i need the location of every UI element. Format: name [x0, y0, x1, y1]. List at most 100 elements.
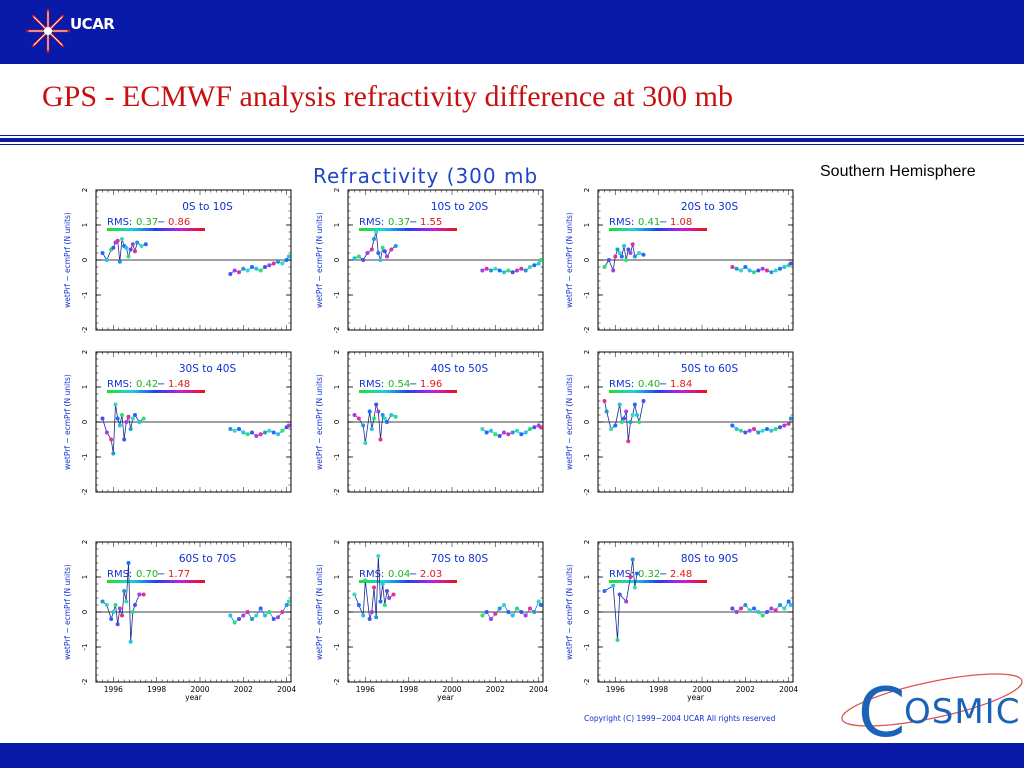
data-point: [489, 617, 493, 621]
data-point: [497, 434, 502, 438]
x-tick-label: 2002: [234, 685, 253, 694]
data-point: [356, 416, 361, 421]
data-point: [765, 268, 769, 273]
data-point: [515, 606, 519, 611]
data-point: [747, 608, 752, 613]
y-tick-label: -2: [583, 489, 591, 496]
rms-value-green: 0.04: [388, 569, 410, 580]
data-point: [389, 413, 394, 417]
data-point: [734, 427, 739, 431]
rms-value-green: 0.41: [638, 217, 660, 228]
data-point: [111, 451, 116, 456]
data-point: [786, 599, 791, 604]
y-tick-label: -2: [81, 679, 89, 686]
data-point: [730, 606, 735, 611]
y-axis-label: wetPrf − ecmPrf (N units): [315, 212, 324, 308]
data-point: [100, 416, 105, 421]
data-point: [374, 230, 379, 234]
data-point: [788, 261, 793, 266]
data-point: [133, 249, 137, 254]
y-tick-label: -1: [81, 644, 89, 651]
rms-dash: −: [659, 379, 667, 390]
data-point: [258, 432, 263, 437]
panel-title: 60S to 70S: [179, 553, 237, 565]
y-tick-label: -2: [81, 489, 89, 496]
data-point: [241, 430, 246, 435]
y-tick-label: 1: [583, 223, 591, 227]
data-point: [743, 430, 748, 435]
refractivity-figure: Refractivity (300 mb Copyright (C) 1999−…: [63, 164, 798, 723]
data-point: [372, 585, 376, 590]
rms-value-green: 0.42: [136, 379, 158, 390]
y-tick-label: -1: [583, 454, 591, 461]
data-point: [258, 606, 263, 611]
y-tick-label: -2: [333, 679, 341, 686]
data-point: [493, 432, 498, 437]
data-point: [493, 611, 498, 616]
data-point: [130, 242, 135, 247]
y-tick-label: 0: [81, 610, 89, 614]
data-point: [484, 610, 489, 614]
rms-value-green: 0.70: [136, 569, 158, 580]
y-axis-label: wetPrf − ecmPrf (N units): [63, 564, 72, 660]
data-point: [237, 270, 241, 275]
data-point: [271, 430, 276, 435]
rms-label: RMS:: [609, 379, 634, 390]
cosmic-logo: C OSMIC: [841, 673, 1023, 744]
data-point: [619, 420, 624, 424]
data-point: [271, 261, 276, 266]
rms-value-red: 1.96: [420, 379, 442, 390]
data-point: [280, 610, 285, 614]
data-point: [369, 247, 374, 252]
data-point: [352, 256, 357, 261]
data-point: [128, 427, 133, 431]
data-point: [115, 622, 120, 627]
data-point: [778, 266, 782, 271]
data-point: [630, 413, 635, 417]
y-tick-label: -1: [583, 292, 591, 299]
rms-value-green: 0.37: [388, 217, 410, 228]
data-point: [137, 592, 142, 597]
y-tick-label: 0: [583, 258, 591, 262]
data-point: [280, 428, 285, 433]
y-tick-label: 0: [333, 420, 341, 424]
data-point: [109, 617, 114, 621]
data-point: [263, 430, 267, 435]
y-tick-label: -1: [81, 292, 89, 299]
data-point: [615, 247, 620, 252]
data-point: [263, 613, 267, 618]
y-tick-label: 0: [81, 420, 89, 424]
data-point: [104, 430, 109, 435]
data-point: [778, 425, 782, 430]
data-point: [641, 252, 646, 257]
y-tick-label: 2: [81, 540, 89, 544]
data-point: [361, 258, 366, 262]
data-point: [389, 247, 394, 252]
data-point: [380, 413, 385, 417]
data-point: [271, 617, 276, 621]
data-point: [232, 620, 237, 625]
data-point: [143, 242, 148, 247]
y-axis-label: wetPrf − ecmPrf (N units): [565, 564, 574, 660]
data-point: [510, 430, 515, 435]
data-point: [111, 245, 116, 250]
data-point: [484, 266, 489, 271]
data-point: [637, 251, 642, 255]
data-point: [617, 251, 622, 255]
data-point: [376, 409, 381, 414]
y-tick-label: -2: [583, 327, 591, 334]
y-tick-label: 1: [81, 575, 89, 579]
data-point: [245, 610, 250, 614]
panel-8: wetPrf − ecmPrf (N units) -2 -1 0 1 2 1996 1998…: [315, 540, 548, 702]
x-tick-label: 1998: [147, 685, 166, 694]
data-point: [385, 420, 389, 424]
data-point: [604, 409, 609, 414]
data-point: [606, 258, 611, 262]
data-point: [280, 261, 285, 266]
data-point: [532, 263, 537, 268]
rms-label: RMS:: [107, 217, 132, 228]
y-tick-label: 1: [583, 575, 591, 579]
rms-dash: −: [659, 569, 667, 580]
slide-title: GPS - ECMWF analysis refractivity differ…: [42, 80, 733, 113]
x-axis-label: year: [185, 693, 203, 702]
